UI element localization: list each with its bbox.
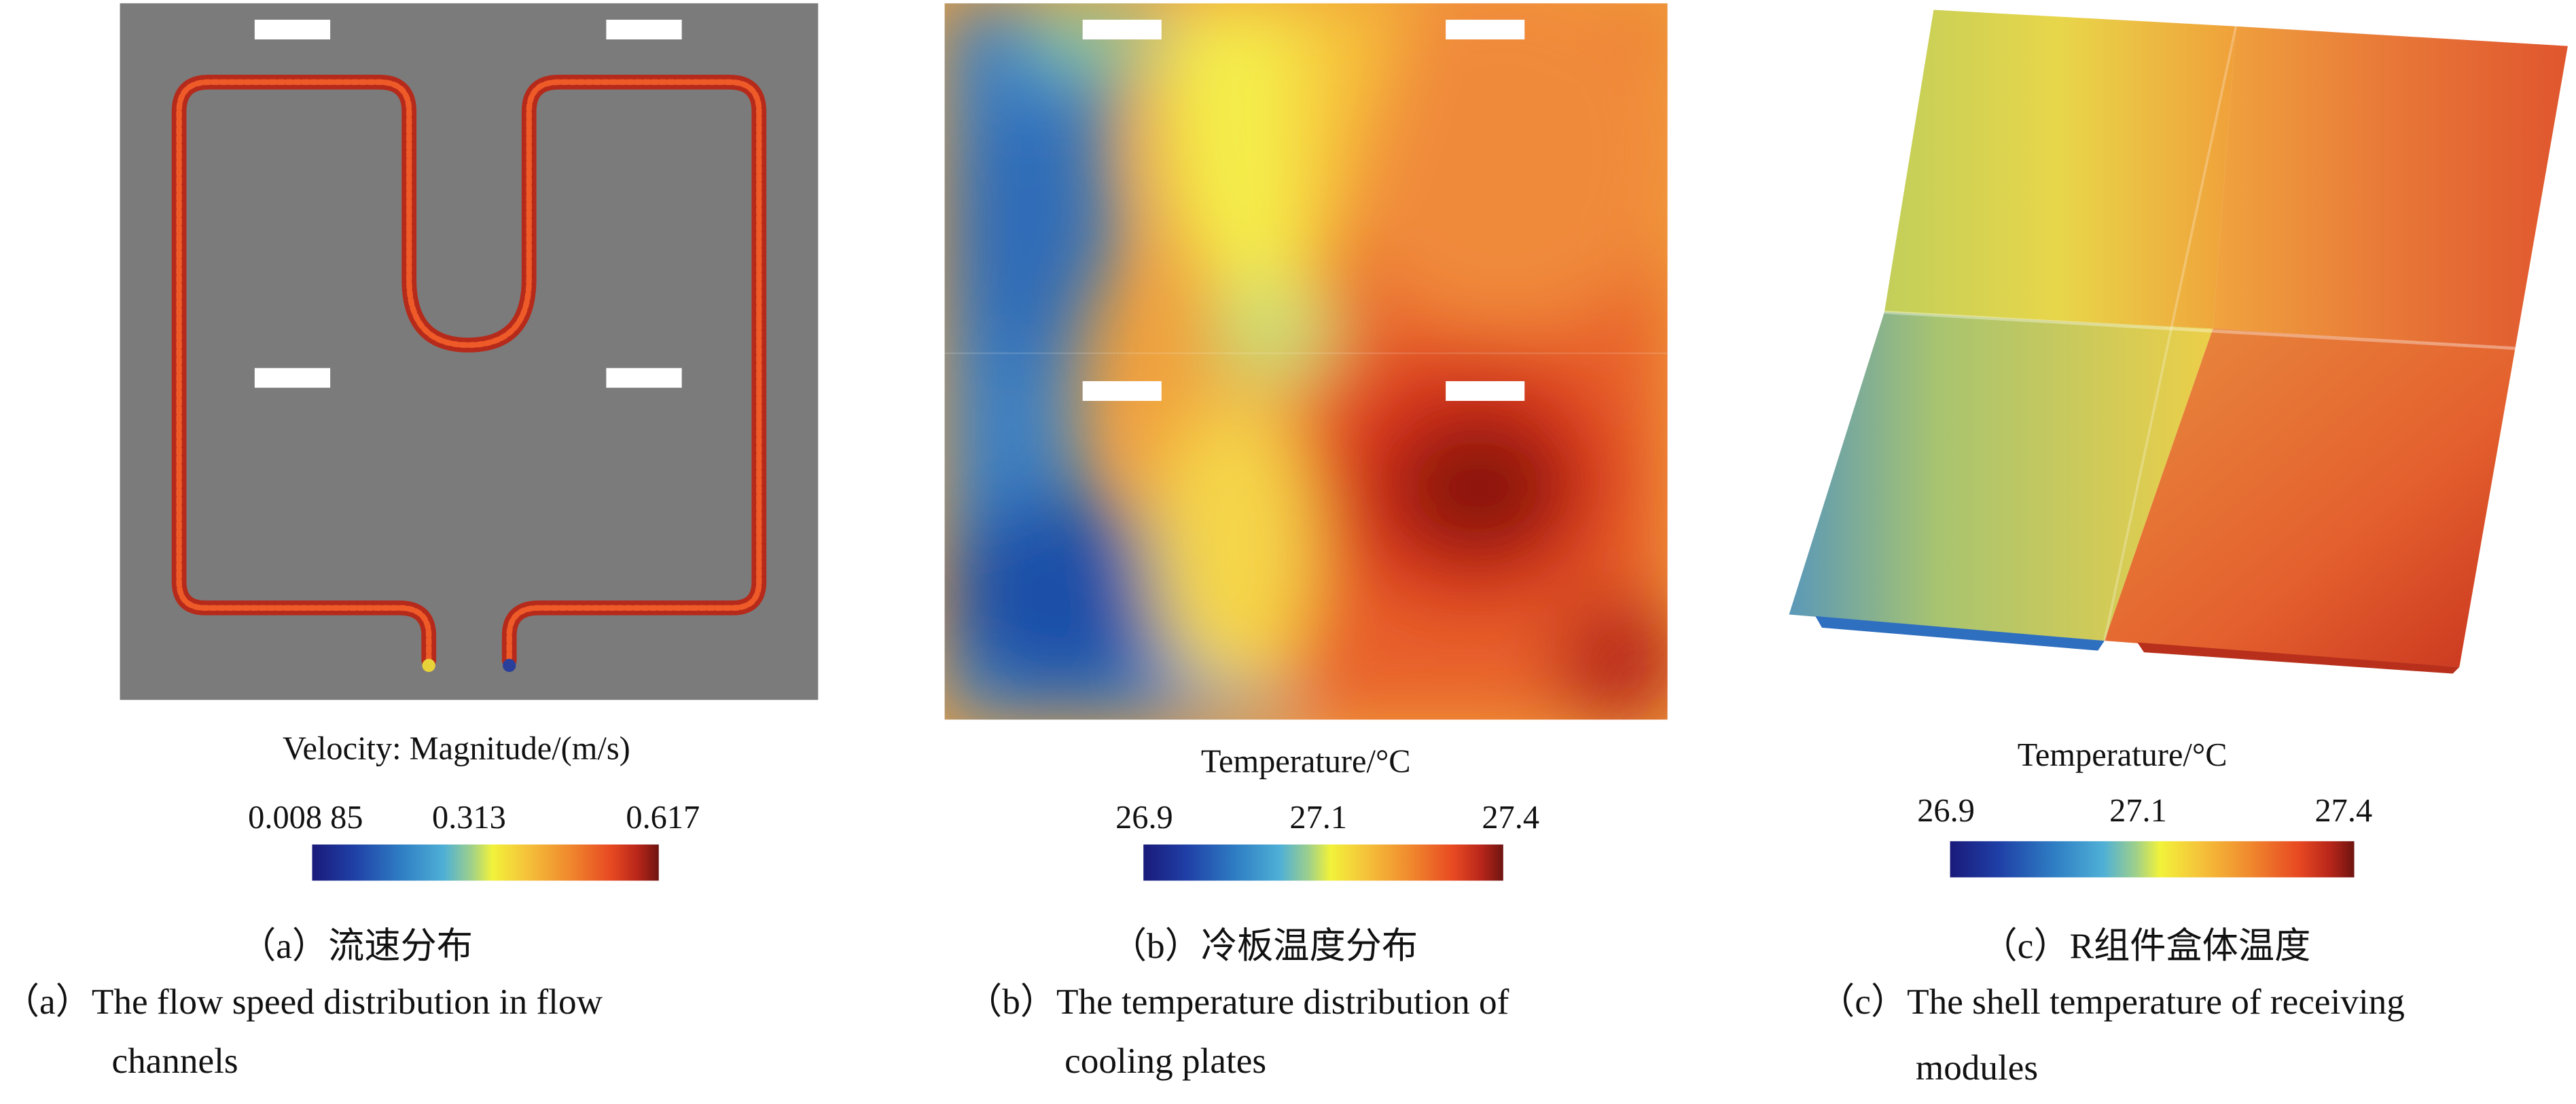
colorbar-b	[1143, 844, 1503, 881]
colorbar-tick-max-a: 0.617	[626, 800, 700, 836]
colorbar-a	[312, 844, 659, 881]
caption-en-c-line2: modules	[1915, 1046, 2039, 1088]
colorbar-tick-mid-b: 27.1	[1289, 800, 1348, 836]
module-shell-temperature-plot	[1789, 10, 2568, 674]
colorbar-tick-mid-a: 0.313	[432, 800, 506, 836]
colorbar-c	[1950, 841, 2355, 878]
colorbar-tick-max-c: 27.4	[2314, 794, 2373, 830]
caption-cn-c: （c）R组件盒体温度	[1981, 925, 2311, 967]
caption-en-b-line1: （b）The temperature distribution of	[966, 980, 1509, 1022]
colorbar-tick-max-b: 27.4	[1482, 800, 1540, 836]
caption-en-c-line1: （c）The shell temperature of receiving	[1819, 980, 2405, 1022]
colorbar-tick-min-a: 0.008 85	[248, 800, 363, 836]
colorbar-title-b: Temperature/°C	[1200, 744, 1411, 781]
caption-cn-a: （a）流速分布	[240, 925, 473, 967]
cooling-plate-temperature-plot	[944, 3, 1668, 720]
flow-channel-velocity-plot	[120, 3, 819, 700]
caption-en-a-line2: channels	[111, 1039, 238, 1082]
caption-cn-b: （b）冷板温度分布	[1110, 925, 1418, 967]
caption-en-a-line1: （a）The flow speed distribution in flow	[3, 980, 603, 1022]
colorbar-title-a: Velocity: Magnitude/(m/s)	[282, 731, 630, 768]
colorbar-title-c: Temperature/°C	[2017, 737, 2228, 774]
caption-en-b-line2: cooling plates	[1065, 1039, 1267, 1082]
colorbar-tick-mid-c: 27.1	[2109, 794, 2167, 830]
colorbar-tick-min-b: 26.9	[1115, 800, 1173, 836]
colorbar-tick-min-c: 26.9	[1917, 794, 1975, 830]
